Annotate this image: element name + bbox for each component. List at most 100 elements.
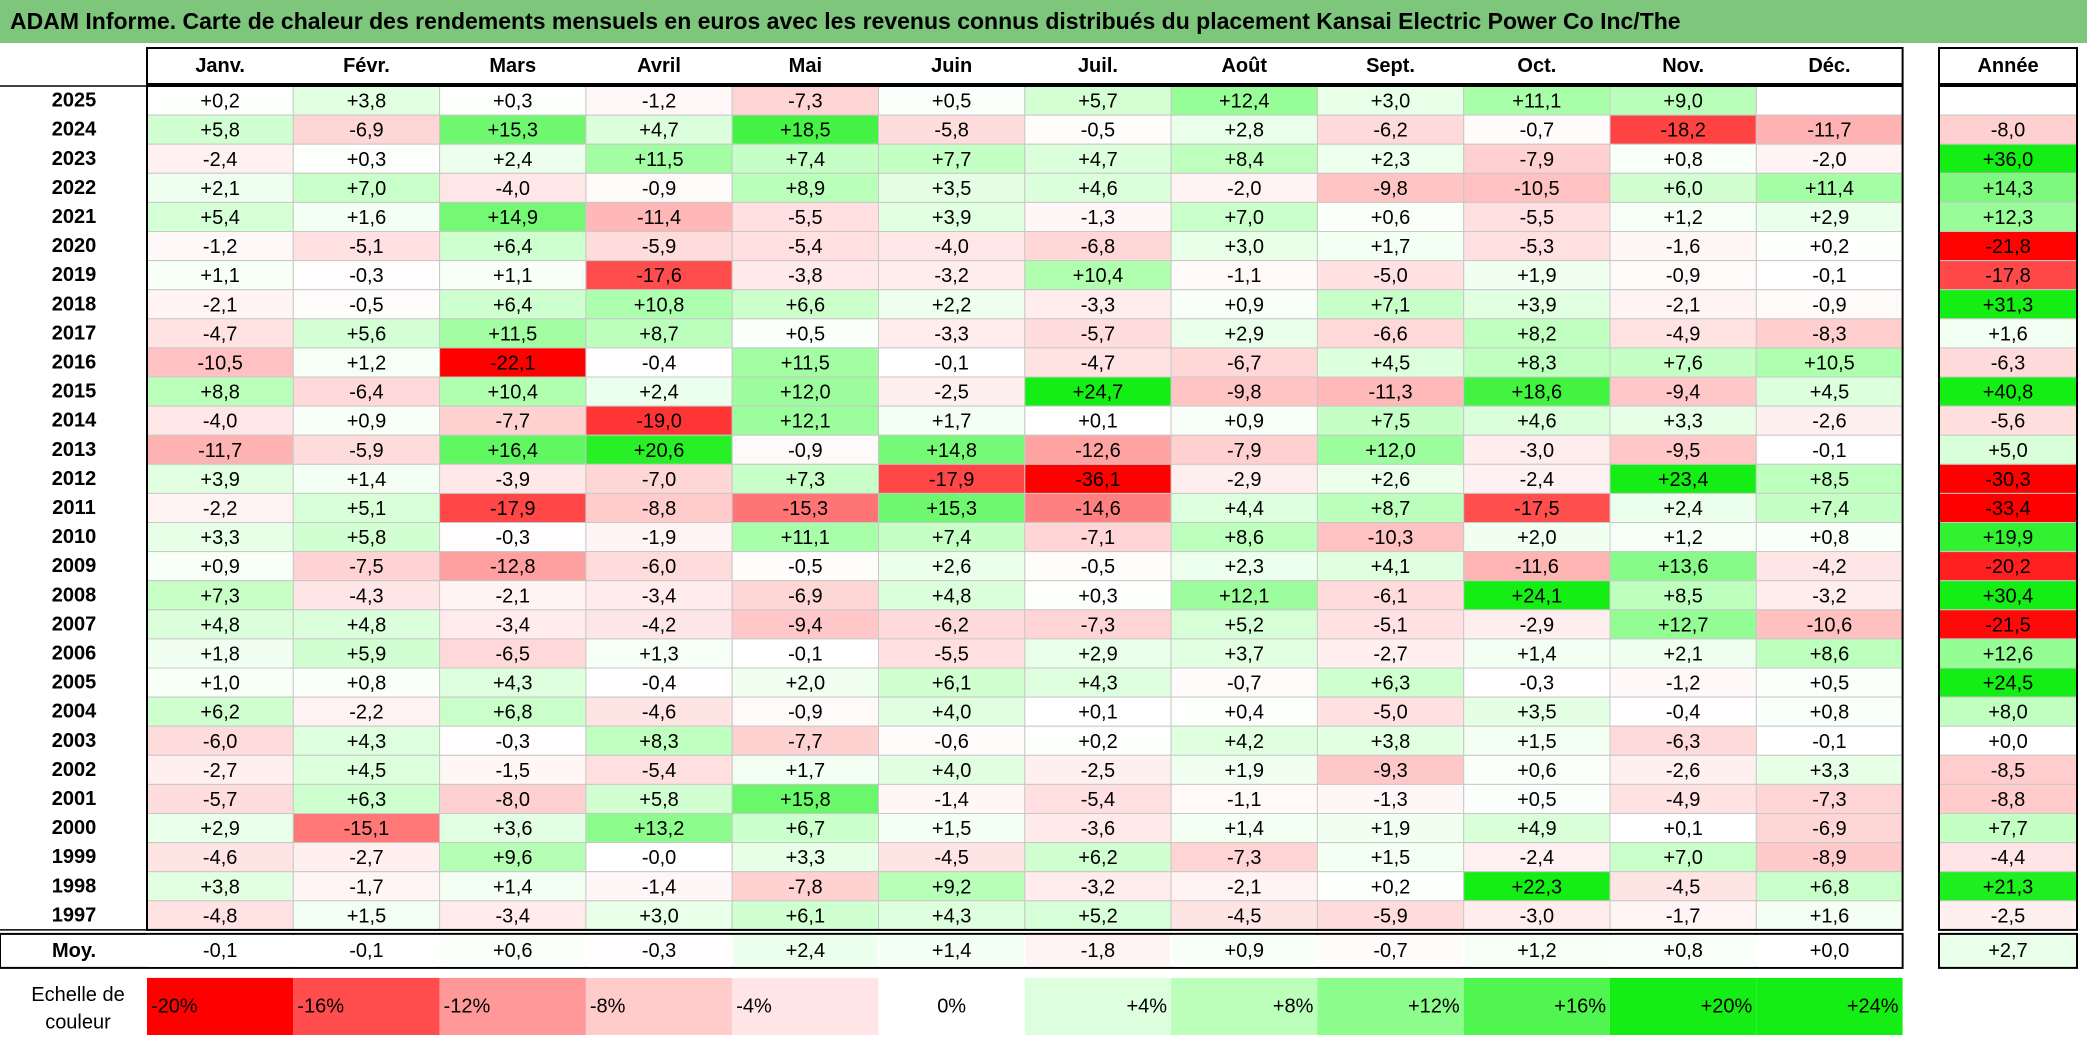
cell-value: +2,2 xyxy=(932,294,971,316)
average-value: +0,0 xyxy=(1810,940,1849,962)
scale-step-label: +8% xyxy=(1273,995,1314,1017)
heat-cell xyxy=(1609,492,1757,523)
cell-value: -2,5 xyxy=(1081,760,1115,782)
cell-value: -4,6 xyxy=(203,847,237,869)
cell-value: -4,5 xyxy=(934,847,968,869)
heat-cell xyxy=(146,376,294,407)
cell-value: -0,3 xyxy=(1520,673,1554,695)
cell-value: +0,5 xyxy=(786,323,825,345)
cell-value: -0,4 xyxy=(642,352,676,374)
heat-cell xyxy=(585,551,733,582)
cell-value: +4,0 xyxy=(932,702,971,724)
annual-value: +24,5 xyxy=(1983,673,2034,695)
cell-value: +9,2 xyxy=(932,876,971,898)
cell-value: -0,1 xyxy=(1812,731,1846,753)
cell-value: -1,2 xyxy=(1666,673,1700,695)
heat-cell xyxy=(1755,638,1904,669)
heat-cell xyxy=(1609,347,1757,378)
cell-value: +1,5 xyxy=(1371,847,1410,869)
heat-cell xyxy=(1463,492,1611,523)
heat-cell xyxy=(731,347,880,378)
cell-value: +8,7 xyxy=(639,323,678,345)
cell-value: -2,9 xyxy=(1520,614,1554,636)
heat-cell xyxy=(1609,725,1757,756)
cell-value: +4,0 xyxy=(932,760,971,782)
heat-cell xyxy=(585,318,733,349)
heat-cell xyxy=(878,492,1026,523)
cell-value: -5,5 xyxy=(788,207,822,229)
cell-value: +8,5 xyxy=(1663,585,1702,607)
cell-value: +11,1 xyxy=(781,527,830,549)
cell-value: -11,3 xyxy=(1368,382,1412,404)
cell-value: +1,4 xyxy=(493,876,532,898)
cell-value: -11,7 xyxy=(198,440,242,462)
annual-value: -6,3 xyxy=(1991,352,2025,374)
cell-value: +2,8 xyxy=(1225,120,1264,142)
cell-value: +14,9 xyxy=(487,207,538,229)
heat-cell xyxy=(1755,318,1904,349)
average-cell xyxy=(586,934,732,967)
heat-cell xyxy=(1609,871,1757,902)
cell-value: +6,4 xyxy=(493,294,532,316)
heat-cell xyxy=(292,201,441,232)
scale-step-label: -8% xyxy=(590,995,626,1017)
heat-cell xyxy=(585,463,733,494)
cell-value: +6,0 xyxy=(1663,178,1702,200)
heat-cell xyxy=(878,667,1026,698)
cell-value: -4,0 xyxy=(496,178,530,200)
cell-value: -1,2 xyxy=(203,236,237,258)
heat-cell xyxy=(1755,231,1904,262)
annual-cell xyxy=(1938,551,2078,582)
cell-value: +7,3 xyxy=(786,469,825,491)
heat-cell xyxy=(1755,667,1904,698)
cell-value: +3,9 xyxy=(932,207,971,229)
heat-cell xyxy=(731,842,880,873)
year-label-2018: 2018 xyxy=(52,293,97,315)
heat-cell xyxy=(439,463,587,494)
cell-value: +20,6 xyxy=(634,440,685,462)
heat-cell xyxy=(1024,580,1172,611)
cell-value: +0,8 xyxy=(1663,149,1702,171)
heat-cell xyxy=(292,231,441,262)
cell-value: -3,6 xyxy=(1081,818,1115,840)
scale-swatch xyxy=(439,977,586,1035)
cell-value: +1,2 xyxy=(347,352,386,374)
average-value: +0,8 xyxy=(1663,940,1702,962)
cell-value: +2,4 xyxy=(1663,498,1702,520)
cell-value: +8,6 xyxy=(1225,527,1264,549)
cell-value: +18,5 xyxy=(780,120,831,142)
heat-cell xyxy=(439,842,587,873)
cell-value: +0,3 xyxy=(1078,585,1117,607)
cell-value: +3,5 xyxy=(1517,702,1556,724)
annual-cell xyxy=(1938,143,2078,174)
cell-value: +12,4 xyxy=(1219,91,1270,113)
heat-cell xyxy=(1609,842,1757,873)
cell-value: +4,9 xyxy=(1517,818,1556,840)
year-label-2013: 2013 xyxy=(52,439,97,461)
cell-value: +8,8 xyxy=(200,382,239,404)
cell-value: -12,6 xyxy=(1075,440,1121,462)
average-value: -0,7 xyxy=(1373,940,1407,962)
cell-value: -17,6 xyxy=(636,265,682,287)
annual-value: +40,8 xyxy=(1983,382,2034,404)
annual-header: Année xyxy=(1977,55,2038,77)
cell-value: -1,4 xyxy=(642,876,676,898)
heat-cell xyxy=(1024,143,1172,174)
annual-value: +12,6 xyxy=(1983,643,2034,665)
cell-value: +3,3 xyxy=(1663,411,1702,433)
cell-value: -4,8 xyxy=(203,905,237,927)
year-label-1997: 1997 xyxy=(52,904,97,926)
average-cell xyxy=(1025,934,1171,967)
annual-value: +14,3 xyxy=(1983,178,2034,200)
heat-cell xyxy=(1755,900,1904,931)
cell-value: -17,9 xyxy=(929,469,975,491)
annual-cell xyxy=(1938,492,2078,523)
cell-value: +0,8 xyxy=(1810,527,1849,549)
heat-cell xyxy=(1024,725,1172,756)
year-label-2006: 2006 xyxy=(52,642,97,664)
cell-value: +23,4 xyxy=(1658,469,1709,491)
cell-value: +2,1 xyxy=(200,178,239,200)
cell-value: -3,0 xyxy=(1520,440,1554,462)
scale-swatch xyxy=(1171,977,1318,1035)
cell-value: +3,0 xyxy=(639,905,678,927)
